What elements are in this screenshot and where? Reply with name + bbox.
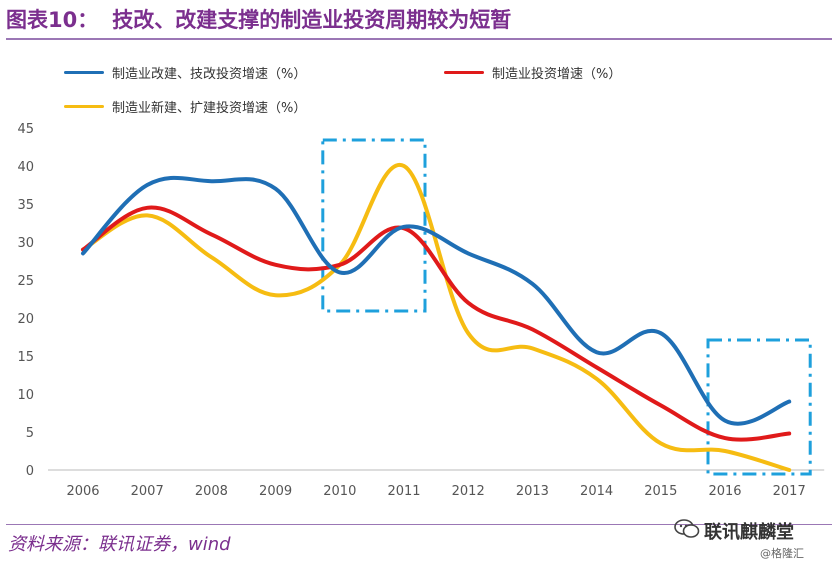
legend-label-total: 制造业投资增速（%） [492,67,622,82]
x-tick-label: 2015 [644,484,677,499]
x-tick-label: 2009 [259,484,292,499]
legend-swatch-renovation [64,71,104,74]
x-tick-label: 2016 [708,484,741,499]
x-tick-label: 2013 [516,484,549,499]
highlight-box [706,338,812,476]
wechat-icon [674,518,700,544]
y-tick-label: 10 [17,388,34,403]
x-tick-label: 2017 [773,484,806,499]
x-tick-label: 2008 [195,484,228,499]
watermark-sub: @格隆汇 [760,547,804,560]
series-line-new-build [81,162,792,472]
legend-item-total: 制造业投资增速（%） [444,63,621,82]
x-tick-label: 2010 [323,484,356,499]
y-tick-label: 45 [17,122,34,137]
legend-swatch-total [444,71,484,74]
figure-label: 图表10： [6,8,99,32]
x-tick-label: 2006 [66,484,99,499]
legend-label-new-build: 制造业新建、扩建投资增速（%） [112,101,307,116]
y-tick-label: 15 [17,350,34,365]
y-tick-label: 20 [17,312,34,327]
figure-title: 图表10： 技改、改建支撑的制造业投资周期较为短暂 [6,4,511,34]
legend-label-renovation: 制造业改建、技改投资增速（%） [112,67,307,82]
source-note: 资料来源：联讯证券，wind [8,534,231,555]
x-tick-label: 2011 [387,484,420,499]
footer-divider [6,524,832,525]
y-tick-label: 40 [17,160,34,175]
legend-item-new-build: 制造业新建、扩建投资增速（%） [64,97,306,116]
series-line-renovation [81,175,792,426]
figure-caption: 技改、改建支撑的制造业投资周期较为短暂 [112,8,512,32]
y-tick-label: 5 [26,426,34,441]
y-tick-label: 0 [26,464,34,479]
legend-item-renovation: 制造业改建、技改投资增速（%） [64,63,306,82]
highlight-box [321,138,427,313]
x-tick-label: 2014 [580,484,613,499]
y-tick-label: 25 [17,274,34,289]
x-tick-label: 2007 [131,484,164,499]
header-divider [6,38,832,40]
series-line-total [81,205,792,442]
legend-swatch-new-build [64,105,104,108]
watermark-name: 联讯麒麟堂 [704,522,794,543]
watermark: 联讯麒麟堂 [674,518,794,544]
y-tick-label: 35 [17,198,34,213]
y-tick-label: 30 [17,236,34,251]
x-tick-label: 2012 [452,484,485,499]
